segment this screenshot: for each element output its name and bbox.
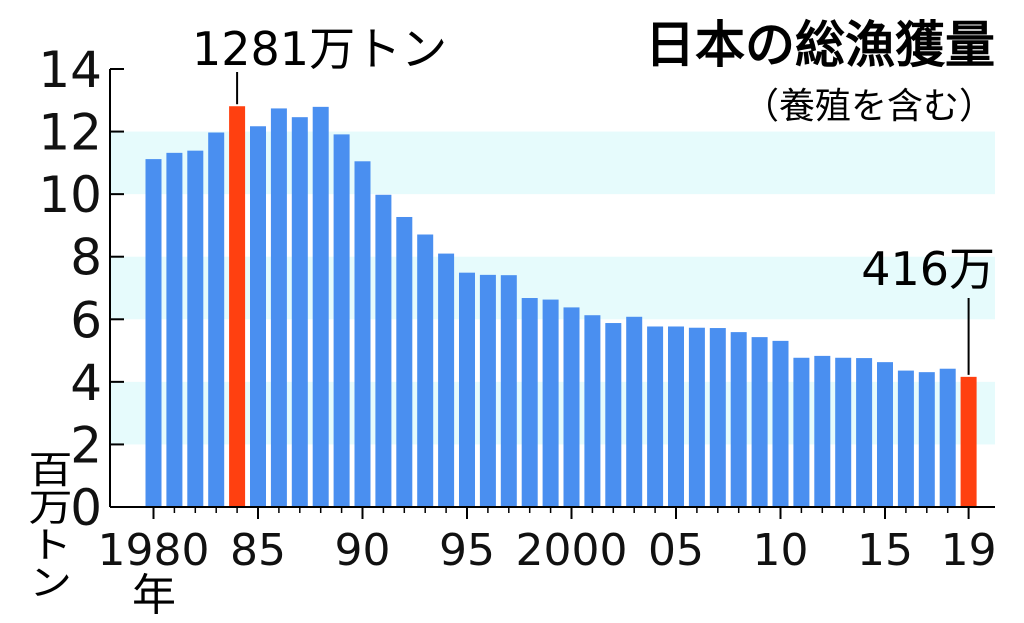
x-tick-label: 85 [230,525,286,576]
y-tick-label: 10 [38,166,102,224]
x-tick-label: 15 [857,525,913,576]
bar [396,216,413,507]
x-tick-label: 10 [753,525,809,576]
x-tick-label: 1980 [98,525,210,576]
x-tick-label: 90 [335,525,391,576]
bar [709,328,726,507]
bar [563,307,580,507]
bar [939,368,956,507]
annotations: 1281万トン 416万 [192,22,995,375]
bar [856,358,873,507]
chart-title: 日本の総漁獲量 [645,16,995,74]
axes [109,68,995,519]
x-tick-labels: 1980 85 90 95 2000 05 10 15 19 [98,525,997,576]
bar [438,253,455,507]
bar [877,362,893,507]
bar [751,337,768,507]
bar [375,194,392,508]
bar [291,117,308,508]
bar [333,134,350,507]
bar [668,326,684,507]
bar [730,332,747,507]
annotation-peak: 1281万トン [192,22,447,76]
bar [354,161,371,508]
y-tick-label: 12 [38,104,102,162]
bar [835,357,852,507]
bar [479,274,496,507]
bar [542,299,559,507]
annotation-latest: 416万 [861,242,995,296]
bar [417,234,434,507]
bar [793,357,810,507]
bar [814,355,831,507]
y-tick-label: 4 [70,354,102,412]
y-tick-label: 8 [70,229,102,287]
bars [145,106,977,508]
bar [584,315,601,507]
x-axis-label: 年 [132,570,176,621]
bar [500,275,517,507]
y-tick-label: 2 [70,416,102,474]
bar [918,372,935,507]
bar [145,159,162,508]
y-tick-label: 6 [70,291,102,349]
x-tick-label: 2000 [516,525,628,576]
bar [772,340,789,507]
bar [459,272,475,507]
bar [187,150,204,508]
y-tick-label: 0 [70,479,102,537]
x-tick-label: 05 [648,525,704,576]
bar [208,132,225,507]
bar [688,327,705,507]
x-tick-label: 19 [941,525,997,576]
bar [605,323,622,507]
bar [647,326,664,507]
x-tick-label: 95 [439,525,495,576]
y-tick-label: 14 [38,41,102,99]
bar [521,298,538,507]
bar [166,152,183,508]
bar [312,106,329,507]
bar [250,126,266,507]
bar [270,108,287,508]
y-axis-unit-label: 百万トン [21,450,72,600]
bar-highlight [229,106,246,507]
bar [897,370,914,507]
bar-highlight [960,376,977,507]
chart-subtitle: （養殖を含む） [743,86,995,127]
bar [626,316,643,507]
